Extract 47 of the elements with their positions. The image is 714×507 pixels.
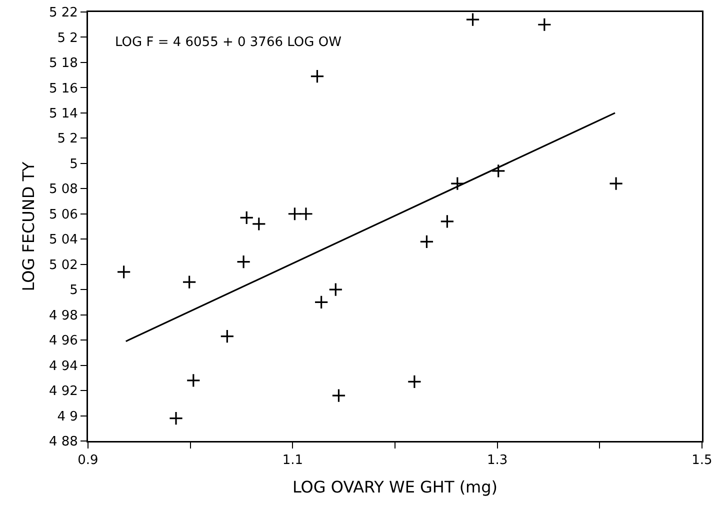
point <box>332 388 346 403</box>
y-axis-title: LOG FECUND TY <box>19 162 38 292</box>
point <box>116 264 131 280</box>
point <box>450 176 465 191</box>
y-tick-label: 4 96 <box>48 334 78 349</box>
y-tick-label: 5 16 <box>48 81 78 96</box>
y-tick-label: 5 06 <box>48 207 78 222</box>
y-tick-label: 5 <box>70 156 78 172</box>
x-axis-title: LOG OVARY WE GHT (mg) <box>292 478 498 497</box>
point <box>168 411 184 426</box>
point <box>182 274 196 290</box>
point <box>310 69 324 84</box>
point <box>466 12 480 27</box>
point <box>252 216 266 232</box>
y-tick-label: 5 14 <box>48 106 78 122</box>
point <box>328 282 343 297</box>
annotation: LOG F = 4 6055 + 0 3766 LOG OW <box>115 35 342 50</box>
y-tick-label: 5 <box>70 283 78 298</box>
y-tick-label: 5 2 <box>57 132 78 147</box>
y-tick-label: 5 08 <box>48 182 78 198</box>
point <box>608 176 624 191</box>
point <box>314 295 328 310</box>
point <box>298 206 314 221</box>
point <box>491 164 506 178</box>
point <box>288 206 302 221</box>
y-tick-label: 4 94 <box>48 358 78 374</box>
y-tick-label: 5 04 <box>48 232 78 248</box>
y-tick-label: 5 02 <box>48 258 78 273</box>
y-tick-label: 4 98 <box>48 308 78 324</box>
y-tick-label: 5 18 <box>48 56 78 72</box>
x-tick-label: 1.3 <box>486 453 508 468</box>
y-tick-label: 4 88 <box>48 434 78 450</box>
point <box>240 210 254 225</box>
x-tick-label: 1.5 <box>692 453 712 468</box>
point <box>440 214 454 229</box>
x-tick-label: 1.1 <box>282 453 304 468</box>
y-tick-label: 4 92 <box>48 384 78 400</box>
point <box>236 254 251 269</box>
y-tick-label: 4 9 <box>57 409 78 424</box>
point <box>220 329 234 344</box>
y-tick-label: 5 2 <box>57 30 78 46</box>
point <box>407 374 422 389</box>
point <box>537 18 552 32</box>
y-tick-label: 5 22 <box>48 6 78 21</box>
point <box>186 373 200 388</box>
x-tick-label: 0.9 <box>78 453 98 468</box>
point <box>420 234 434 249</box>
